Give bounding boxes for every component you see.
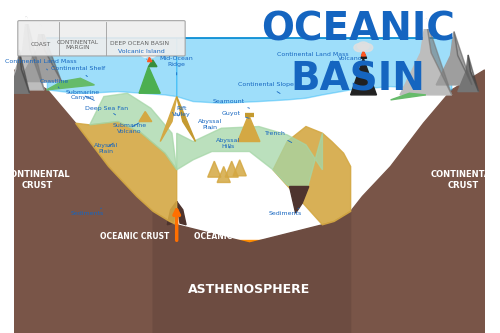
Polygon shape — [26, 17, 44, 90]
Polygon shape — [90, 93, 176, 170]
Polygon shape — [362, 51, 366, 56]
Text: Coastline: Coastline — [40, 79, 69, 88]
Polygon shape — [48, 38, 176, 97]
Polygon shape — [23, 17, 30, 23]
Polygon shape — [40, 25, 62, 82]
Polygon shape — [436, 32, 472, 85]
Polygon shape — [420, 18, 432, 28]
Polygon shape — [153, 211, 350, 333]
Circle shape — [141, 51, 150, 57]
Polygon shape — [19, 25, 61, 82]
Polygon shape — [468, 55, 478, 92]
Polygon shape — [400, 18, 452, 95]
Circle shape — [362, 44, 372, 52]
Text: Submarine
Canyon: Submarine Canyon — [66, 90, 100, 100]
Text: Continental Slope: Continental Slope — [238, 82, 294, 94]
Polygon shape — [322, 70, 484, 333]
Text: Trench: Trench — [265, 131, 292, 143]
Polygon shape — [160, 97, 176, 142]
Polygon shape — [225, 161, 238, 177]
Polygon shape — [233, 160, 246, 176]
Circle shape — [354, 44, 365, 52]
Polygon shape — [8, 17, 44, 90]
Polygon shape — [361, 52, 366, 58]
Polygon shape — [458, 55, 478, 92]
Circle shape — [358, 42, 369, 50]
Polygon shape — [139, 67, 160, 93]
Polygon shape — [176, 97, 196, 142]
Text: Abyssal
Plain: Abyssal Plain — [94, 143, 118, 154]
Polygon shape — [139, 112, 152, 122]
Text: Volcanic Island: Volcanic Island — [118, 49, 165, 59]
Text: Deep Sea Fan: Deep Sea Fan — [84, 106, 128, 115]
Text: Continental Land Mass: Continental Land Mass — [4, 59, 76, 70]
Circle shape — [148, 51, 156, 57]
Text: ASTHENOSPHERE: ASTHENOSPHERE — [188, 283, 310, 296]
Text: Volcano: Volcano — [338, 56, 363, 65]
Text: Submarine
Volcano: Submarine Volcano — [112, 123, 146, 134]
Polygon shape — [217, 166, 230, 182]
Text: CONTINENTAL
CRUST: CONTINENTAL CRUST — [4, 170, 70, 189]
Polygon shape — [208, 161, 221, 177]
Polygon shape — [273, 127, 350, 225]
Text: Abyssal
Plain: Abyssal Plain — [198, 120, 222, 130]
Polygon shape — [76, 122, 176, 225]
Text: Continental Shelf: Continental Shelf — [51, 66, 105, 77]
Polygon shape — [148, 57, 152, 62]
Text: DEEP OCEAN BASIN: DEEP OCEAN BASIN — [110, 41, 168, 47]
Polygon shape — [290, 186, 309, 213]
Polygon shape — [148, 60, 157, 67]
Text: Abyssal
Hills: Abyssal Hills — [216, 139, 240, 149]
Polygon shape — [176, 127, 322, 193]
Polygon shape — [454, 32, 472, 85]
Polygon shape — [14, 240, 484, 333]
Text: OCEANIC CRUST: OCEANIC CRUST — [194, 232, 263, 241]
Polygon shape — [390, 93, 426, 100]
Polygon shape — [350, 58, 376, 95]
FancyBboxPatch shape — [18, 21, 185, 56]
Polygon shape — [14, 70, 176, 333]
Text: Sediments: Sediments — [70, 208, 104, 216]
Polygon shape — [168, 201, 186, 225]
Text: Continental Land Mass: Continental Land Mass — [277, 52, 349, 62]
Text: CONTINENTAL
MARGIN: CONTINENTAL MARGIN — [57, 40, 99, 50]
Text: COAST: COAST — [30, 42, 50, 48]
Polygon shape — [19, 50, 30, 93]
Text: BASIN: BASIN — [290, 61, 425, 99]
Text: OCEANIC: OCEANIC — [261, 11, 454, 49]
Text: CONTINENTAL
CRUST: CONTINENTAL CRUST — [430, 170, 496, 189]
Text: Mid-Ocean
Ridge: Mid-Ocean Ridge — [160, 56, 194, 75]
Text: Rift
Valley: Rift Valley — [172, 106, 191, 117]
Polygon shape — [46, 78, 94, 90]
Text: OCEANIC CRUST: OCEANIC CRUST — [100, 232, 169, 241]
Text: Sediments: Sediments — [268, 208, 302, 216]
Polygon shape — [36, 25, 45, 33]
Polygon shape — [176, 38, 452, 103]
Polygon shape — [9, 50, 29, 93]
Text: Seamount: Seamount — [212, 99, 250, 108]
Text: Guyot: Guyot — [222, 111, 249, 118]
Circle shape — [144, 50, 152, 56]
Polygon shape — [238, 115, 260, 142]
Polygon shape — [426, 18, 452, 95]
